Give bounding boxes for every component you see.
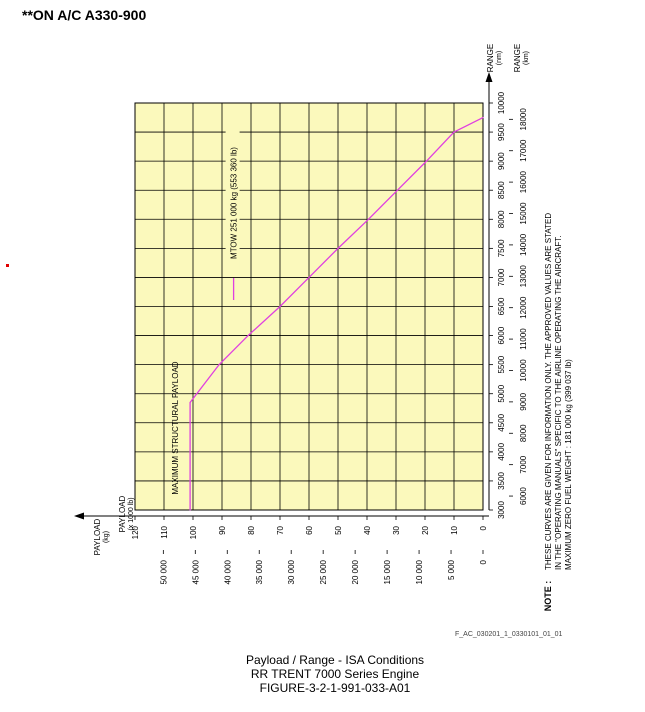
range-nm-tick-label: 3000: [497, 501, 506, 519]
mtow-payload-range-curve: [189, 116, 484, 510]
note-line: IN THE "OPERATING MANUALS" SPECIFIC TO T…: [554, 236, 563, 570]
curve-point: [189, 509, 191, 511]
axes: [74, 72, 493, 520]
curve-point: [425, 160, 428, 162]
payload-lb-tick-label: 20: [421, 525, 430, 534]
range-km-tick-label: 17000: [519, 139, 528, 162]
range-km-tick-label: 10000: [519, 359, 528, 382]
max-structural-payload-label: MAXIMUM STRUCTURAL PAYLOAD: [171, 361, 180, 494]
range-nm-tick-label: 7500: [497, 239, 506, 257]
note: NOTE : THESE CURVES ARE GIVEN FOR INFORMA…: [543, 213, 573, 612]
payload-lb-tick-label: 40: [363, 525, 372, 534]
range-nm-tick-label: 9500: [497, 123, 506, 141]
mtow-label: MTOW 251 000 kg (553 360 lb): [230, 147, 239, 259]
curve-point: [337, 247, 339, 249]
aircraft-header: **ON A/C A330-900: [22, 7, 147, 23]
payload-kg-tick-label: 20 000: [351, 559, 360, 584]
caption-engine: RR TRENT 7000 Series Engine: [250, 667, 420, 681]
caption-title: Payload / Range - ISA Conditions: [245, 653, 425, 667]
payload-lb-tick-label: 0: [479, 525, 488, 530]
figure-caption: Payload / Range - ISA Conditions RR TREN…: [200, 653, 470, 695]
payload-kg-tick-label: 30 000: [287, 559, 296, 584]
curve-point: [453, 131, 455, 133]
payload-lb-tick-label: 70: [276, 525, 285, 534]
tick-labels: 3000350040004500500055006000650070007500…: [131, 91, 528, 584]
payload-kg-tick-label: 45 000: [191, 559, 200, 584]
range-nm-tick-label: 6000: [497, 326, 506, 344]
range-km-tick-label: 16000: [519, 170, 528, 193]
figure-reference-code: F_AC_030201_1_0330101_01_01: [455, 631, 563, 638]
range-nm-tick-label: 5000: [497, 384, 506, 402]
series-layer: [189, 116, 484, 511]
note-label: NOTE :: [543, 581, 553, 612]
range-nm-tick-label: 9000: [497, 152, 506, 170]
range-nm-tick-label: 8000: [497, 210, 506, 228]
payload-kg-tick-label: 0: [479, 559, 488, 564]
payload-lb-tick-label: 100: [189, 525, 198, 539]
range-axis-arrow: [485, 72, 493, 82]
note-line: THESE CURVES ARE GIVEN FOR INFORMATION O…: [544, 213, 553, 570]
payload-lb-tick-label: 30: [392, 525, 401, 534]
range-nm-tick-label: 4000: [497, 442, 506, 460]
payload-kg-tick-label: 15 000: [383, 559, 392, 584]
mtow-label-background: [225, 128, 240, 274]
range-km-axis-label: RANGE: [513, 44, 522, 72]
range-nm-tick-label: 3500: [497, 471, 506, 489]
range-km-tick-label: 13000: [519, 265, 528, 288]
range-km-tick-label: 7000: [519, 455, 528, 473]
curve-point: [247, 334, 249, 337]
range-km-tick-label: 18000: [519, 108, 528, 131]
curve-point: [396, 189, 399, 191]
curve-point: [308, 276, 310, 279]
payload-lb-tick-label: 10: [450, 525, 459, 534]
payload-axis-arrow: [74, 512, 84, 520]
range-nm-tick-label: 5500: [497, 355, 506, 373]
payload-lb-tick-label: 120: [131, 525, 140, 539]
curve-point: [189, 401, 191, 404]
payload-kg-axis-unit: (kg): [103, 531, 110, 543]
payload-kg-tick-label: 40 000: [223, 559, 232, 584]
curve-point: [279, 305, 281, 308]
payload-kg-tick-label: 5 000: [447, 559, 456, 580]
range-km-tick-label: 15000: [519, 202, 528, 225]
range-nm-tick-label: 4500: [497, 413, 506, 431]
payload-lb-tick-label: 60: [305, 525, 314, 534]
range-nm-tick-label: 7000: [497, 268, 506, 286]
caption-figure-id: FIGURE-3-2-1-991-033-A01: [259, 681, 411, 695]
range-km-tick-label: 9000: [519, 392, 528, 410]
payload-lb-axis-unit: (x 1000 lb): [128, 497, 135, 530]
payload-lb-tick-label: 80: [247, 525, 256, 534]
range-nm-tick-label: 10000: [497, 91, 506, 114]
payload-lb-tick-label: 110: [160, 525, 169, 538]
range-nm-tick-label: 8500: [497, 181, 506, 199]
note-line: MAXIMUM ZERO FUEL WEIGHT : 181 000 kg (3…: [564, 359, 573, 570]
payload-kg-tick-label: 10 000: [415, 559, 424, 584]
payload-kg-axis-label: PAYLOAD: [93, 518, 102, 555]
range-km-tick-label: 14000: [519, 233, 528, 256]
curve-point: [482, 116, 484, 119]
curve-point: [367, 218, 370, 220]
curve-point: [218, 364, 220, 366]
range-nm-axis-unit: (nm): [496, 51, 503, 65]
range-km-tick-label: 8000: [519, 424, 528, 442]
payload-lb-axis-label: PAYLOAD: [118, 495, 127, 532]
range-km-tick-label: 11000: [519, 328, 528, 350]
payload-kg-tick-label: 35 000: [255, 559, 264, 584]
payload-lb-tick-label: 90: [218, 525, 227, 534]
payload-kg-tick-label: 50 000: [159, 559, 168, 584]
range-km-tick-label: 12000: [519, 296, 528, 319]
payload-kg-tick-label: 25 000: [319, 559, 328, 584]
payload-lb-tick-label: 50: [334, 525, 343, 534]
range-nm-tick-label: 6500: [497, 297, 506, 315]
axis-labels: RANGE (nm) RANGE (km)PAYLOAD (kg)PAYLOAD (x 1…: [93, 44, 530, 556]
annotations: MAXIMUM STRUCTURAL PAYLOAD MTOW 251 000 k…: [171, 128, 240, 495]
range-km-tick-label: 6000: [519, 487, 528, 505]
range-km-axis-unit: (km): [523, 51, 530, 65]
stray-red-dot: [6, 264, 9, 267]
range-nm-axis-label: RANGE: [486, 44, 495, 72]
